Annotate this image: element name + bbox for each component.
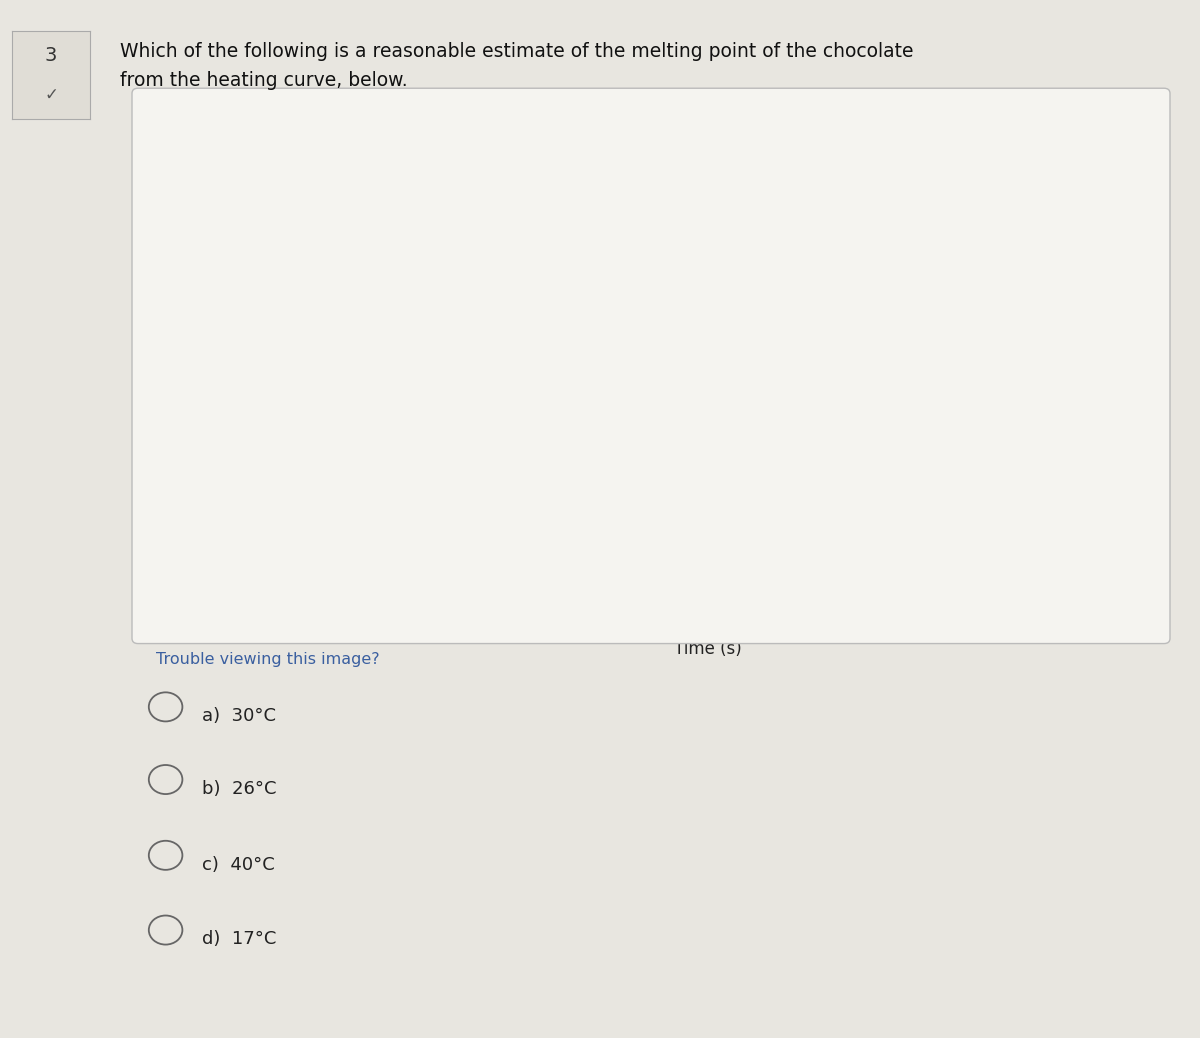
Text: d)  17°C: d) 17°C: [202, 930, 276, 949]
Text: a)  30°C: a) 30°C: [202, 707, 276, 726]
Point: [274, 438, 293, 455]
Point: [678, 298, 697, 315]
Point: [476, 358, 496, 375]
Title: Heating Curve for Bloomed Chocolate: Heating Curve for Bloomed Chocolate: [472, 103, 944, 122]
Y-axis label: Temperature (°C): Temperature (°C): [215, 299, 233, 443]
X-axis label: Time (s): Time (s): [674, 640, 742, 658]
Text: Trouble viewing this image?: Trouble viewing this image?: [156, 652, 379, 666]
Point: [577, 348, 596, 364]
Point: [779, 277, 798, 294]
Text: b)  26°C: b) 26°C: [202, 780, 276, 798]
Text: c)  40°C: c) 40°C: [202, 855, 275, 874]
Text: ✓: ✓: [44, 86, 58, 104]
Text: Which of the following is a reasonable estimate of the melting point of the choc: Which of the following is a reasonable e…: [120, 42, 913, 60]
Text: from the heating curve, below.: from the heating curve, below.: [120, 71, 408, 89]
Text: 3: 3: [44, 47, 58, 65]
Point: [1082, 197, 1102, 214]
Point: [982, 237, 1001, 253]
Point: [881, 257, 900, 274]
Point: [374, 398, 394, 414]
